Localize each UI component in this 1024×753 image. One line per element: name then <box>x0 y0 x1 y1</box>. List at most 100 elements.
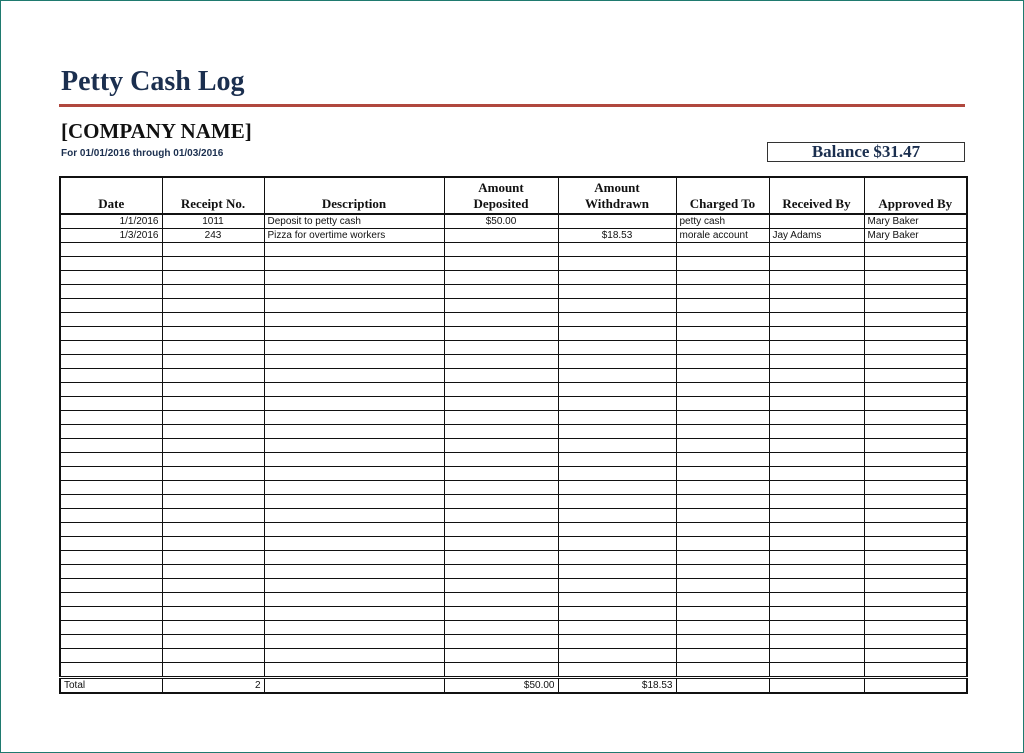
cell-withdrawn[interactable] <box>557 340 677 355</box>
cell-charged-to[interactable] <box>675 452 770 467</box>
cell-deposited[interactable] <box>443 592 559 607</box>
cell-deposited[interactable] <box>443 536 559 551</box>
cell-description[interactable] <box>263 648 445 663</box>
cell-approved-by[interactable] <box>863 606 968 621</box>
cell-description[interactable] <box>263 354 445 369</box>
cell-receipt[interactable] <box>161 340 265 355</box>
cell-receipt[interactable] <box>161 368 265 383</box>
cell-receipt[interactable] <box>161 242 265 257</box>
cell-approved-by[interactable] <box>863 648 968 663</box>
cell-received-by[interactable] <box>768 494 865 509</box>
cell-description[interactable] <box>263 662 445 678</box>
cell-description[interactable] <box>263 578 445 593</box>
cell-date[interactable] <box>59 410 163 425</box>
cell-approved-by[interactable] <box>863 494 968 509</box>
cell-withdrawn[interactable] <box>557 284 677 299</box>
cell-date[interactable] <box>59 396 163 411</box>
cell-description[interactable] <box>263 620 445 635</box>
cell-description[interactable] <box>263 564 445 579</box>
cell-received-by[interactable] <box>768 410 865 425</box>
cell-withdrawn[interactable] <box>557 438 677 453</box>
cell-withdrawn[interactable]: $18.53 <box>557 228 677 243</box>
cell-description[interactable] <box>263 396 445 411</box>
cell-approved-by[interactable] <box>863 270 968 285</box>
cell-charged-to[interactable] <box>675 634 770 649</box>
cell-receipt[interactable]: 243 <box>161 228 265 243</box>
cell-receipt[interactable] <box>161 494 265 509</box>
cell-deposited[interactable]: $50.00 <box>443 213 559 229</box>
cell-charged-to[interactable] <box>675 606 770 621</box>
cell-date[interactable] <box>59 508 163 523</box>
cell-approved-by[interactable] <box>863 312 968 327</box>
cell-received-by[interactable] <box>768 368 865 383</box>
cell-deposited[interactable] <box>443 508 559 523</box>
cell-approved-by[interactable] <box>863 564 968 579</box>
cell-date[interactable] <box>59 424 163 439</box>
cell-date[interactable] <box>59 284 163 299</box>
cell-approved-by[interactable] <box>863 284 968 299</box>
cell-date[interactable] <box>59 662 163 678</box>
cell-received-by[interactable] <box>768 620 865 635</box>
cell-receipt[interactable] <box>161 326 265 341</box>
cell-received-by[interactable]: Jay Adams <box>768 228 865 243</box>
cell-approved-by[interactable] <box>863 578 968 593</box>
cell-deposited[interactable] <box>443 340 559 355</box>
cell-charged-to[interactable] <box>675 592 770 607</box>
cell-received-by[interactable] <box>768 480 865 495</box>
cell-withdrawn[interactable] <box>557 536 677 551</box>
cell-charged-to[interactable]: morale account <box>675 228 770 243</box>
cell-charged-to[interactable] <box>675 326 770 341</box>
cell-charged-to[interactable]: petty cash <box>675 213 770 229</box>
cell-description[interactable] <box>263 326 445 341</box>
cell-deposited[interactable] <box>443 438 559 453</box>
cell-charged-to[interactable] <box>675 578 770 593</box>
cell-charged-to[interactable] <box>675 620 770 635</box>
cell-deposited[interactable] <box>443 550 559 565</box>
cell-withdrawn[interactable] <box>557 606 677 621</box>
cell-withdrawn[interactable] <box>557 564 677 579</box>
cell-receipt[interactable] <box>161 410 265 425</box>
cell-charged-to[interactable] <box>675 438 770 453</box>
cell-approved-by[interactable] <box>863 382 968 397</box>
company-name[interactable]: [COMPANY NAME] <box>61 119 252 143</box>
cell-deposited[interactable] <box>443 354 559 369</box>
cell-withdrawn[interactable] <box>557 522 677 537</box>
cell-deposited[interactable] <box>443 606 559 621</box>
cell-received-by[interactable] <box>768 270 865 285</box>
cell-receipt[interactable] <box>161 396 265 411</box>
cell-withdrawn[interactable] <box>557 634 677 649</box>
cell-description[interactable] <box>263 256 445 271</box>
cell-receipt[interactable] <box>161 578 265 593</box>
cell-description[interactable] <box>263 522 445 537</box>
cell-charged-to[interactable] <box>675 522 770 537</box>
cell-receipt[interactable] <box>161 536 265 551</box>
cell-charged-to[interactable] <box>675 648 770 663</box>
cell-charged-to[interactable] <box>675 368 770 383</box>
cell-received-by[interactable] <box>768 536 865 551</box>
cell-received-by[interactable] <box>768 592 865 607</box>
cell-approved-by[interactable] <box>863 438 968 453</box>
cell-received-by[interactable] <box>768 522 865 537</box>
cell-approved-by[interactable]: Mary Baker <box>863 228 968 243</box>
cell-date[interactable] <box>59 620 163 635</box>
cell-date[interactable] <box>59 242 163 257</box>
cell-received-by[interactable] <box>768 340 865 355</box>
cell-date[interactable] <box>59 480 163 495</box>
cell-date[interactable] <box>59 592 163 607</box>
cell-date[interactable] <box>59 536 163 551</box>
cell-received-by[interactable] <box>768 382 865 397</box>
cell-withdrawn[interactable] <box>557 424 677 439</box>
cell-received-by[interactable] <box>768 354 865 369</box>
cell-deposited[interactable] <box>443 284 559 299</box>
cell-received-by[interactable] <box>768 256 865 271</box>
cell-receipt[interactable] <box>161 508 265 523</box>
cell-receipt[interactable] <box>161 312 265 327</box>
cell-approved-by[interactable] <box>863 536 968 551</box>
cell-deposited[interactable] <box>443 228 559 243</box>
cell-withdrawn[interactable] <box>557 270 677 285</box>
cell-description[interactable] <box>263 298 445 313</box>
cell-deposited[interactable] <box>443 298 559 313</box>
cell-charged-to[interactable] <box>675 564 770 579</box>
cell-approved-by[interactable] <box>863 368 968 383</box>
cell-deposited[interactable] <box>443 396 559 411</box>
